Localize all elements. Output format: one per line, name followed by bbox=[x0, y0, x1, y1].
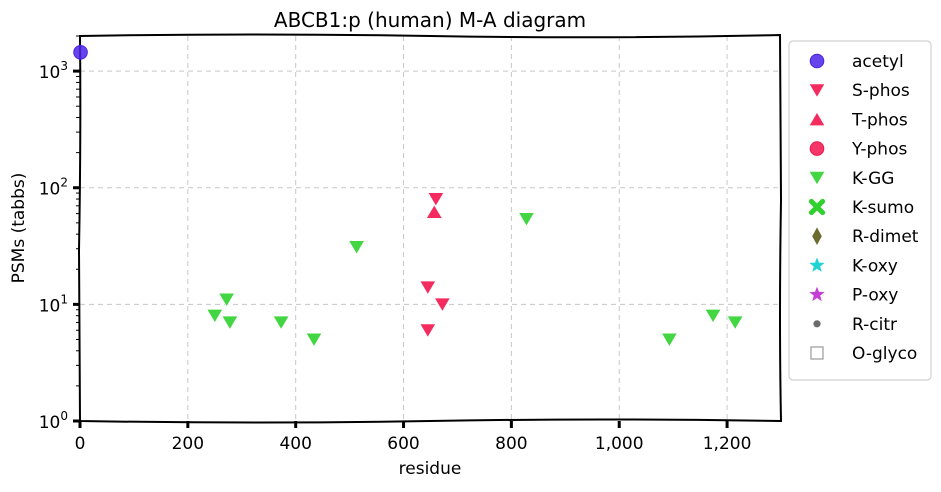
legend-label: T-phos bbox=[851, 110, 908, 130]
data-point-s-phos bbox=[427, 192, 445, 207]
x-tick-label: 600 bbox=[387, 434, 419, 454]
data-point-k-gg bbox=[348, 240, 366, 255]
legend-label: Y-phos bbox=[851, 140, 907, 160]
legend-marker-o-glyco bbox=[810, 346, 824, 360]
legend: acetyl S-phos T-phos Y-phos K-GG K-sumo R-dime… bbox=[788, 40, 932, 381]
grid-lines bbox=[80, 36, 781, 421]
x-tick-label: 400 bbox=[279, 434, 311, 454]
legend-marker-r-dimet bbox=[812, 227, 822, 245]
y-axis-ticks: 100 101 102 103 bbox=[39, 35, 80, 433]
data-points bbox=[73, 44, 744, 348]
legend-label: K-GG bbox=[852, 169, 894, 189]
data-point-k-gg bbox=[218, 292, 236, 308]
legend-marker-t-phos bbox=[808, 111, 826, 127]
data-point-acetyl bbox=[73, 44, 88, 60]
legend-marker-k-oxy bbox=[809, 257, 825, 272]
data-point-k-gg bbox=[518, 212, 535, 227]
legend-marker-s-phos bbox=[808, 83, 826, 98]
legend-marker-p-oxy bbox=[809, 286, 825, 302]
y-tick-label: 102 bbox=[39, 176, 68, 200]
legend-label: acetyl bbox=[852, 52, 904, 72]
x-tick-label: 800 bbox=[495, 434, 527, 454]
x-tick-label: 0 bbox=[75, 434, 86, 454]
legend-label: R-citr bbox=[852, 315, 897, 335]
legend-label: O-glyco bbox=[852, 344, 917, 364]
data-point-k-gg bbox=[660, 332, 678, 348]
data-point-k-gg bbox=[206, 308, 224, 324]
legend-marker-y-phos bbox=[809, 141, 825, 156]
legend-label: K-oxy bbox=[852, 256, 898, 276]
plot-frame bbox=[77, 33, 783, 424]
legend-marker-k-sumo bbox=[808, 198, 826, 216]
legend-label: S-phos bbox=[852, 81, 910, 101]
x-tick-label: 200 bbox=[172, 434, 204, 454]
data-point-s-phos bbox=[419, 323, 437, 338]
data-point-t-phos bbox=[425, 203, 443, 219]
x-axis-label: residue bbox=[399, 459, 462, 479]
y-tick-label: 103 bbox=[39, 59, 68, 83]
y-tick-label: 101 bbox=[39, 292, 68, 316]
data-point-k-gg bbox=[726, 315, 744, 331]
data-point-k-gg bbox=[272, 315, 290, 331]
legend-label: R-dimet bbox=[852, 227, 919, 247]
legend-label: K-sumo bbox=[852, 198, 914, 218]
legend-marker-k-gg bbox=[808, 171, 826, 186]
data-point-s-phos bbox=[419, 280, 437, 295]
data-point-k-gg bbox=[305, 332, 323, 348]
legend-marker-acetyl bbox=[809, 53, 825, 69]
chart-title: ABCB1:p (human) M-A diagram bbox=[274, 8, 586, 32]
legend-marker-r-citr bbox=[813, 320, 821, 328]
legend-label: P-oxy bbox=[852, 286, 898, 306]
y-axis-label: PSMs (tabbs) bbox=[9, 173, 29, 284]
x-tick-label: 1,200 bbox=[703, 434, 752, 454]
x-axis-ticks: 0 200 400 600 800 1,000 1,200 bbox=[75, 421, 752, 454]
data-point-k-gg bbox=[221, 315, 239, 331]
x-tick-label: 1,000 bbox=[595, 434, 644, 454]
y-tick-label: 100 bbox=[39, 409, 68, 433]
data-point-k-gg bbox=[704, 308, 722, 324]
data-point-s-phos bbox=[433, 297, 451, 312]
